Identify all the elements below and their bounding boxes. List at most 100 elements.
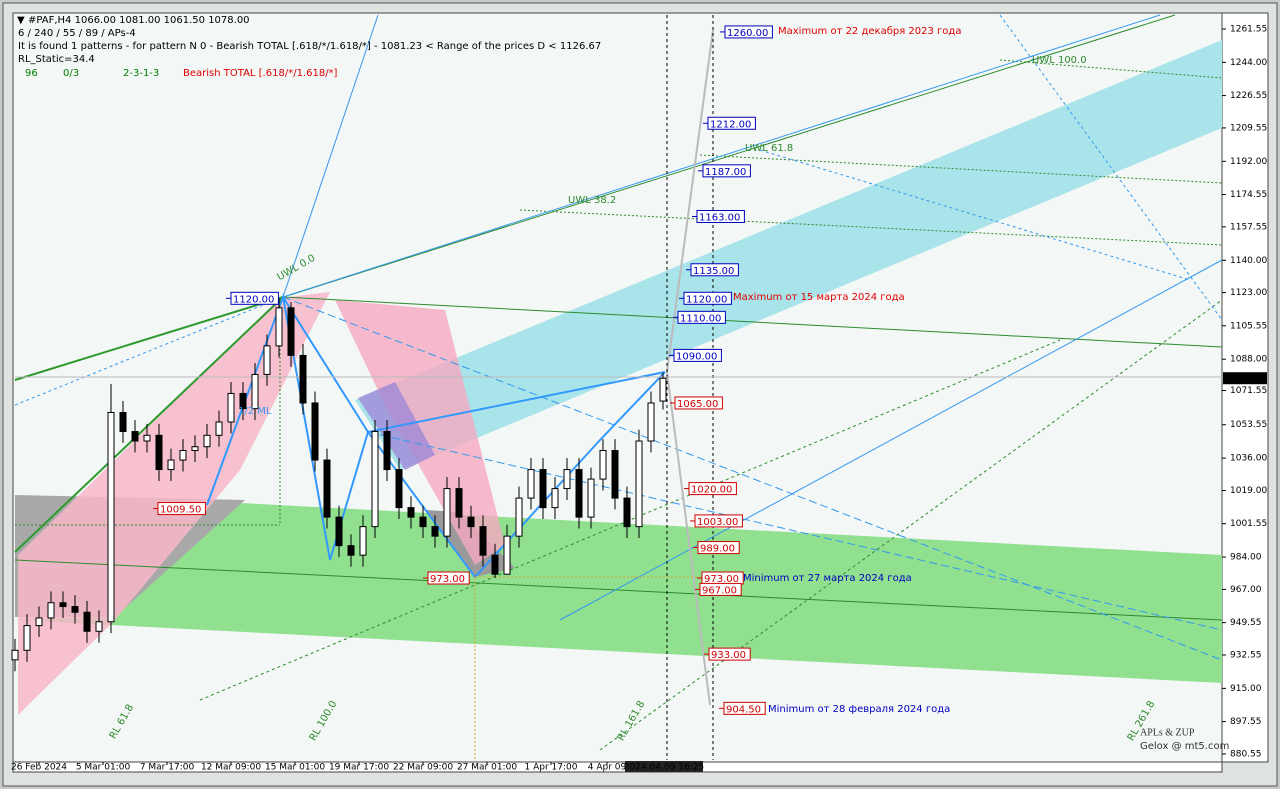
y-tick-label: 880.55: [1230, 749, 1262, 759]
price-label: 1187.00: [705, 167, 746, 178]
candle-body: [347, 545, 355, 556]
candle-body: [479, 526, 487, 556]
price-label-box: [157, 502, 206, 516]
cyan-channel: [355, 40, 1222, 470]
status: 2-3-1-3: [123, 68, 159, 79]
y-tick-label: 984.00: [1230, 553, 1262, 563]
trendline: [367, 431, 1223, 631]
candle-body: [419, 516, 427, 528]
candle-body: [23, 625, 31, 651]
trendline: [14, 296, 284, 553]
y-tick-label: 1261.55: [1230, 24, 1267, 34]
candle-body: [491, 554, 499, 575]
pattern-line: [282, 296, 369, 433]
watermark: Gelox @ mt5.com: [1140, 741, 1229, 752]
x-tick-label: 12 Mar 09:00: [201, 763, 261, 773]
y-tick-label: 915.00: [1230, 684, 1262, 694]
trendline: [282, 296, 1223, 348]
y-tick-label: 897.55: [1230, 717, 1262, 727]
y-tick-label: 1053.55: [1230, 420, 1267, 430]
candle-body: [179, 450, 187, 461]
trendline: [519, 209, 1223, 246]
trendline: [199, 339, 1061, 701]
candle-body: [131, 431, 139, 442]
price-label: 1065.00: [677, 399, 718, 410]
y-tick-label: 1157.55: [1230, 222, 1267, 232]
pattern: [206, 293, 666, 579]
candle-body: [443, 488, 451, 537]
price-label: 1009.50: [160, 505, 201, 516]
candle-body: [635, 440, 643, 528]
candle-body: [83, 611, 91, 632]
price-label: 1120.00: [233, 294, 274, 305]
candle-body: [551, 488, 559, 509]
trendline: [14, 559, 1223, 621]
candle-body: [11, 649, 19, 661]
info-line: RL_Static=34.4: [18, 54, 95, 65]
candles: [11, 298, 667, 672]
x-tick-label: 5 Mar 01:00: [76, 763, 131, 773]
trendline: [699, 154, 1223, 184]
candle-body: [251, 373, 259, 410]
note: Minimum от 27 марта 2024 года: [743, 573, 912, 584]
price-label: 1020.00: [691, 485, 732, 496]
trendline: [289, 14, 1176, 296]
y-tick-label: 949.55: [1230, 618, 1262, 628]
price-label: 1120.00: [686, 294, 727, 305]
price-label-box: [708, 647, 751, 661]
chart-title: #PAF,H4 1066.00 1081.00 1061.50 1078.00: [28, 15, 250, 26]
watermark: APLs & ZUP: [1140, 727, 1195, 738]
candle-body: [227, 392, 235, 423]
price-label: 1212.00: [710, 119, 751, 130]
candle-body: [515, 497, 523, 537]
cursor-time-box: [625, 761, 703, 772]
price-label: 933.00: [711, 650, 746, 661]
y-tick-label: 1244.00: [1230, 58, 1267, 68]
cursor-time: 2024.04.09 16:25: [624, 763, 704, 773]
candle-body: [407, 507, 415, 518]
status: Bearish TOTAL [.618/*/1.618/*]: [183, 68, 338, 79]
candle-body: [155, 434, 163, 471]
y-tick-label: 1140.00: [1230, 256, 1267, 266]
y-tick-label: 1192.00: [1230, 157, 1267, 167]
line-label: UWL 61.8: [745, 143, 793, 154]
candle-body: [107, 411, 115, 623]
info-line: 6 / 240 / 55 / 89 / APs-4: [18, 28, 136, 39]
y-tick-label: 1071.55: [1230, 386, 1267, 396]
price-label-box: [699, 582, 742, 596]
candle-body: [287, 307, 295, 356]
candle-body: [59, 602, 67, 608]
price-label: 1163.00: [699, 212, 740, 223]
price-label: 1260.00: [727, 28, 768, 39]
price-label: 904.50: [726, 704, 761, 715]
candle-body: [263, 345, 271, 375]
candle-body: [71, 606, 79, 613]
status: 96: [25, 68, 38, 79]
x-tick-label: 15 Mar 01:00: [265, 763, 325, 773]
candle-body: [395, 469, 403, 509]
current-price: 1078.00: [1227, 375, 1264, 385]
price-label: 973.00: [704, 574, 739, 585]
candle-body: [191, 446, 199, 452]
candle-body: [503, 535, 511, 575]
candle-body: [371, 431, 379, 528]
candle-body: [455, 488, 463, 518]
note: Maximum от 22 декабря 2023 года: [778, 26, 961, 37]
price-label: 973.00: [430, 574, 465, 585]
candle-body: [323, 459, 331, 518]
x-tick-label: 4 Apr 09: [588, 763, 627, 773]
price-label-box: [707, 116, 756, 130]
price-label-box: [694, 514, 743, 528]
candle-body: [599, 450, 607, 480]
info-line: It is found 1 patterns - for pattern N 0…: [18, 41, 601, 52]
candle-body: [275, 307, 283, 347]
y-tick-label: 1226.55: [1230, 91, 1267, 101]
x-tick-label: 19 Mar 17:00: [329, 763, 389, 773]
candle-body: [119, 411, 127, 433]
candle-body: [299, 354, 307, 404]
trendline: [14, 296, 284, 406]
candle-body: [143, 434, 151, 442]
price-label: 1090.00: [676, 351, 717, 362]
candle-body: [431, 526, 439, 537]
y-tick-label: 1036.00: [1230, 454, 1267, 464]
